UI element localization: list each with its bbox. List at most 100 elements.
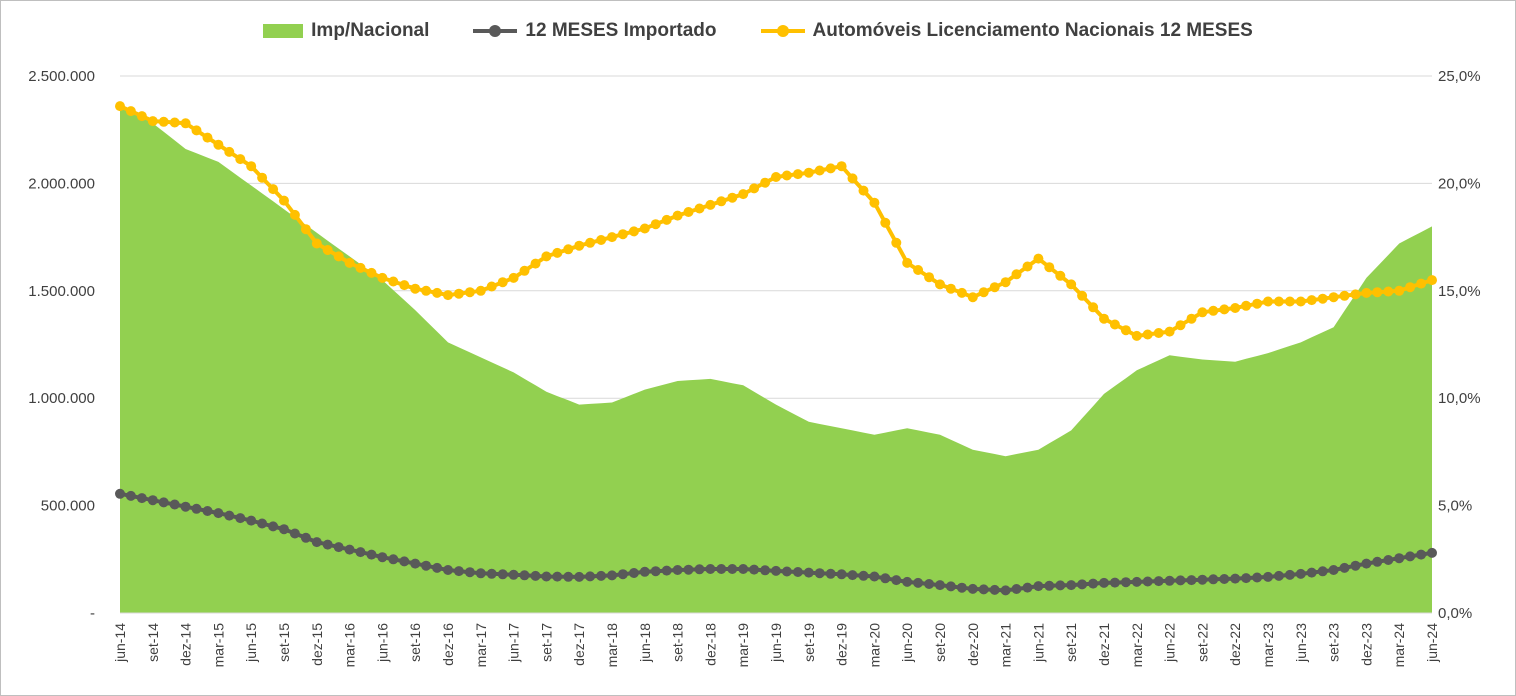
marker-importado: [388, 554, 399, 565]
marker-nacionais: [191, 125, 202, 136]
y-right-tick-label: 25,0%: [1438, 68, 1481, 85]
marker-nacionais: [989, 282, 1000, 293]
marker-importado: [716, 564, 727, 574]
y-right-tick-label: 0,0%: [1438, 605, 1472, 622]
x-tick-label: mar-19: [735, 623, 751, 668]
marker-nacionais: [1077, 290, 1088, 301]
marker-importado: [1383, 555, 1394, 565]
y-right-tick-label: 15,0%: [1438, 283, 1481, 300]
marker-nacionais: [311, 238, 322, 249]
marker-nacionais: [803, 167, 814, 178]
marker-importado: [1306, 567, 1317, 578]
marker-nacionais: [836, 161, 847, 172]
marker-importado: [464, 567, 475, 578]
x-tick-label: jun-16: [374, 623, 390, 663]
x-tick-label: set-22: [1194, 623, 1210, 662]
marker-nacionais: [1263, 296, 1273, 307]
marker-importado: [956, 582, 967, 593]
marker-importado: [825, 568, 836, 579]
marker-nacionais: [760, 177, 771, 188]
marker-nacionais: [902, 257, 913, 268]
marker-importado: [125, 490, 136, 501]
marker-nacionais: [1044, 262, 1055, 273]
marker-nacionais: [661, 214, 672, 225]
y-right-tick-label: 5,0%: [1438, 498, 1472, 515]
x-tick-label: dez-15: [309, 623, 325, 666]
x-tick-label: mar-17: [473, 623, 489, 668]
marker-importado: [1273, 570, 1284, 581]
marker-nacionais: [1416, 278, 1427, 289]
marker-nacionais: [1372, 287, 1383, 298]
marker-nacionais: [935, 279, 945, 290]
x-tick-label: set-21: [1063, 623, 1079, 662]
legend-item-area: Imp/Nacional: [263, 20, 429, 42]
marker-nacionais: [421, 285, 432, 296]
marker-importado: [880, 573, 891, 584]
legend-item-importado: 12 MESES Importado: [473, 20, 717, 42]
marker-nacionais: [617, 229, 628, 240]
marker-importado: [705, 564, 716, 574]
marker-importado: [661, 565, 672, 576]
x-tick-label: dez-23: [1358, 623, 1374, 666]
marker-nacionais: [1120, 325, 1131, 336]
marker-nacionais: [1153, 328, 1164, 338]
marker-nacionais: [1033, 253, 1044, 264]
marker-nacionais: [1186, 313, 1197, 324]
marker-nacionais: [147, 116, 158, 127]
marker-nacionais: [1394, 285, 1405, 296]
marker-nacionais: [1405, 282, 1416, 293]
marker-nacionais: [235, 154, 246, 165]
x-tick-label: dez-19: [834, 623, 850, 666]
marker-importado: [366, 549, 377, 560]
marker-nacionais: [738, 189, 749, 200]
x-tick-label: dez-20: [965, 623, 981, 666]
marker-nacionais: [464, 287, 475, 298]
marker-nacionais: [344, 257, 355, 268]
x-tick-label: dez-18: [702, 623, 718, 666]
marker-nacionais: [1339, 290, 1350, 301]
marker-importado: [377, 552, 388, 563]
marker-nacionais: [486, 281, 497, 292]
marker-nacionais: [924, 272, 935, 283]
x-tick-label: jun-17: [506, 623, 522, 663]
marker-importado: [355, 547, 366, 558]
marker-nacionais: [377, 272, 388, 283]
marker-nacionais: [1197, 307, 1208, 318]
marker-nacionais: [1306, 295, 1317, 306]
marker-importado: [803, 567, 814, 578]
marker-importado: [311, 537, 322, 548]
marker-importado: [1197, 574, 1208, 585]
y-left-tick-label: 2.000.000: [28, 175, 95, 192]
marker-importado: [683, 564, 694, 575]
marker-importado: [1241, 573, 1252, 584]
marker-nacionais: [596, 235, 607, 245]
marker-nacionais: [1284, 296, 1295, 307]
x-tick-label: dez-21: [1096, 623, 1112, 666]
marker-nacionais: [847, 173, 858, 184]
marker-nacionais: [1099, 313, 1109, 324]
marker-importado: [596, 570, 607, 581]
marker-nacionais: [180, 118, 191, 129]
marker-nacionais: [574, 240, 585, 251]
marker-importado: [935, 580, 945, 591]
marker-nacionais: [683, 207, 694, 217]
marker-nacionais: [432, 287, 443, 298]
marker-importado: [727, 564, 738, 574]
x-tick-label: jun-24: [1424, 623, 1440, 663]
x-tick-label: set-14: [145, 623, 161, 662]
marker-nacionais: [1252, 298, 1263, 309]
marker-importado: [1394, 553, 1405, 564]
marker-nacionais: [1361, 287, 1372, 298]
y-left-tick-label: 2.500.000: [28, 68, 95, 85]
x-tick-label: set-20: [932, 623, 948, 662]
marker-nacionais: [814, 165, 825, 176]
marker-importado: [847, 570, 858, 581]
marker-importado: [760, 565, 771, 576]
marker-importado: [257, 518, 268, 529]
marker-importado: [913, 577, 924, 588]
marker-nacionais: [508, 272, 519, 283]
marker-importado: [147, 495, 158, 506]
marker-nacionais: [1109, 319, 1120, 330]
marker-importado: [432, 562, 443, 573]
